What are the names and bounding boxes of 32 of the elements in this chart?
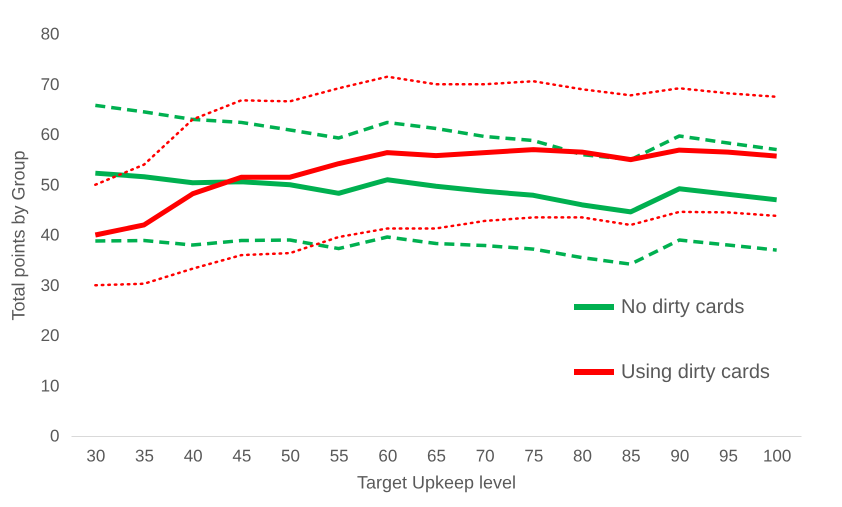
x-tick-label: 100 bbox=[762, 446, 792, 466]
x-tick-label: 50 bbox=[281, 446, 300, 466]
x-tick-label: 55 bbox=[330, 446, 349, 466]
x-tick-label: 85 bbox=[622, 446, 641, 466]
x-tick-label: 80 bbox=[573, 446, 592, 466]
y-tick-label: 40 bbox=[40, 226, 60, 244]
y-tick-label: 80 bbox=[40, 24, 60, 44]
x-tick-label: 70 bbox=[476, 446, 495, 466]
y-tick-label: 10 bbox=[40, 376, 60, 396]
legend-label: Using dirty cards bbox=[621, 361, 770, 383]
x-tick-label: 95 bbox=[719, 446, 738, 466]
y-tick-label: 50 bbox=[40, 175, 60, 194]
line-series bbox=[94, 104, 778, 162]
x-tick-label: 90 bbox=[670, 446, 690, 466]
legend-label: No dirty cards bbox=[621, 296, 744, 318]
y-tick-label: 0 bbox=[50, 426, 60, 446]
line-series bbox=[94, 235, 778, 266]
line-series bbox=[94, 75, 778, 186]
y-axis-title: Total points by Group bbox=[8, 150, 29, 321]
x-tick-label: 45 bbox=[232, 446, 252, 466]
x-tick-label: 60 bbox=[378, 446, 398, 466]
x-tick-label: 40 bbox=[184, 446, 203, 466]
x-tick-label: 35 bbox=[135, 446, 154, 466]
x-tick-label: 75 bbox=[524, 446, 544, 466]
y-tick-label: 70 bbox=[40, 74, 60, 94]
y-tick-label: 20 bbox=[40, 326, 60, 345]
x-tick-label: 65 bbox=[427, 446, 446, 466]
x-axis-title: Target Upkeep level bbox=[356, 472, 516, 492]
y-tick-label: 60 bbox=[40, 125, 60, 144]
y-tick-label: 30 bbox=[40, 276, 60, 295]
x-tick-label: 30 bbox=[86, 446, 106, 466]
line-series bbox=[94, 210, 778, 286]
